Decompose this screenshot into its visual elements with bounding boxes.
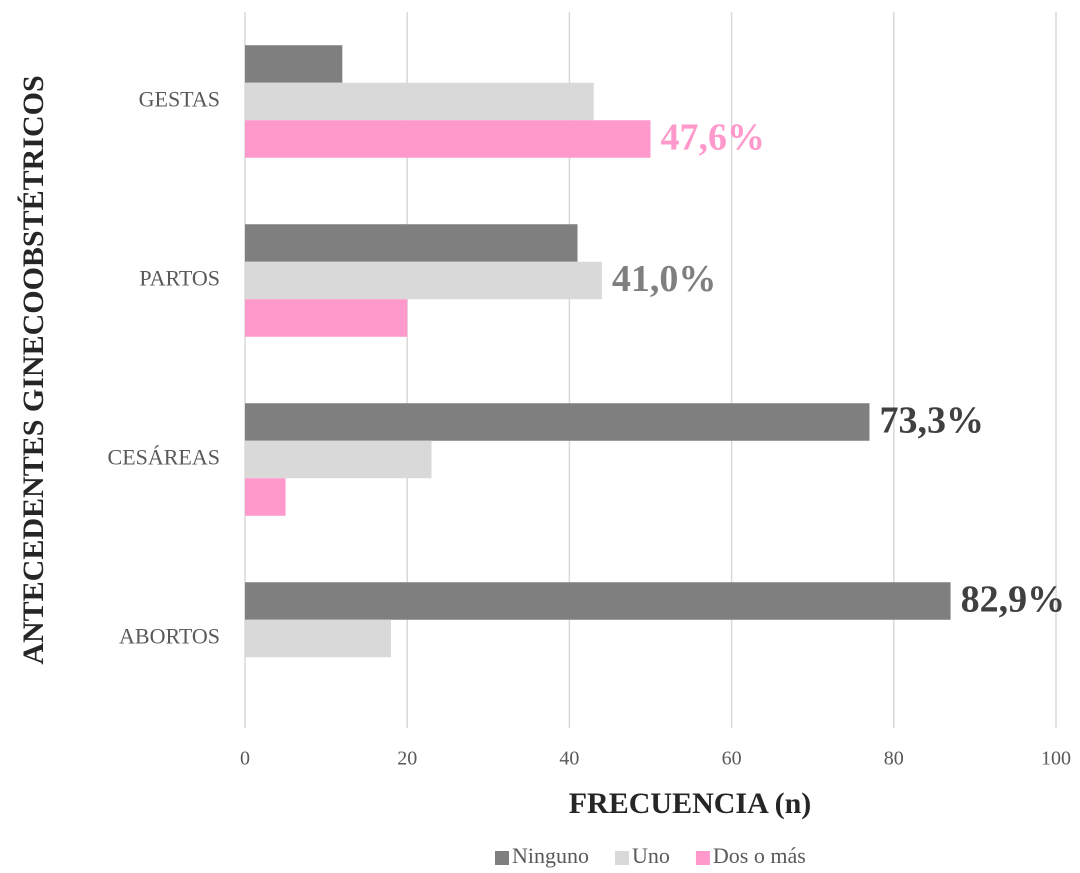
bar [245,224,578,262]
legend-swatch [695,851,710,865]
bar [245,261,602,300]
y-tick-label: PARTOS [139,266,220,291]
y-tick-label: CESÁREAS [108,445,220,470]
x-axis-label: FRECUENCIA (n) [569,787,812,820]
legend-label: Ninguno [512,843,589,868]
legend-swatch [615,851,629,865]
bar [245,82,594,121]
bar [245,299,408,337]
x-tick-label: 80 [884,748,904,770]
annotation: 73,3% [879,400,984,442]
legend-swatch [495,851,509,865]
bar [245,582,951,620]
x-tick-label: 100 [1041,748,1071,770]
bar [245,440,432,479]
annotation: 47,6% [661,117,766,159]
bar [245,45,343,83]
bar [245,403,870,441]
y-tick-label: ABORTOS [119,624,220,649]
y-axis-label: ANTECEDENTES GINECOOBSTÉTRICOS [17,75,50,664]
bar [245,478,286,516]
legend-label: Dos o más [713,843,806,868]
x-tick-label: 20 [397,748,417,770]
x-tick-label: 40 [559,748,579,770]
bar [245,120,651,158]
annotation: 82,9% [961,579,1066,621]
annotation: 41,0% [612,258,717,300]
x-tick-label: 0 [240,748,250,770]
y-tick-label: GESTAS [139,87,220,112]
x-tick-label: 60 [722,748,742,770]
bar [245,619,391,658]
legend-label: Uno [632,843,670,868]
